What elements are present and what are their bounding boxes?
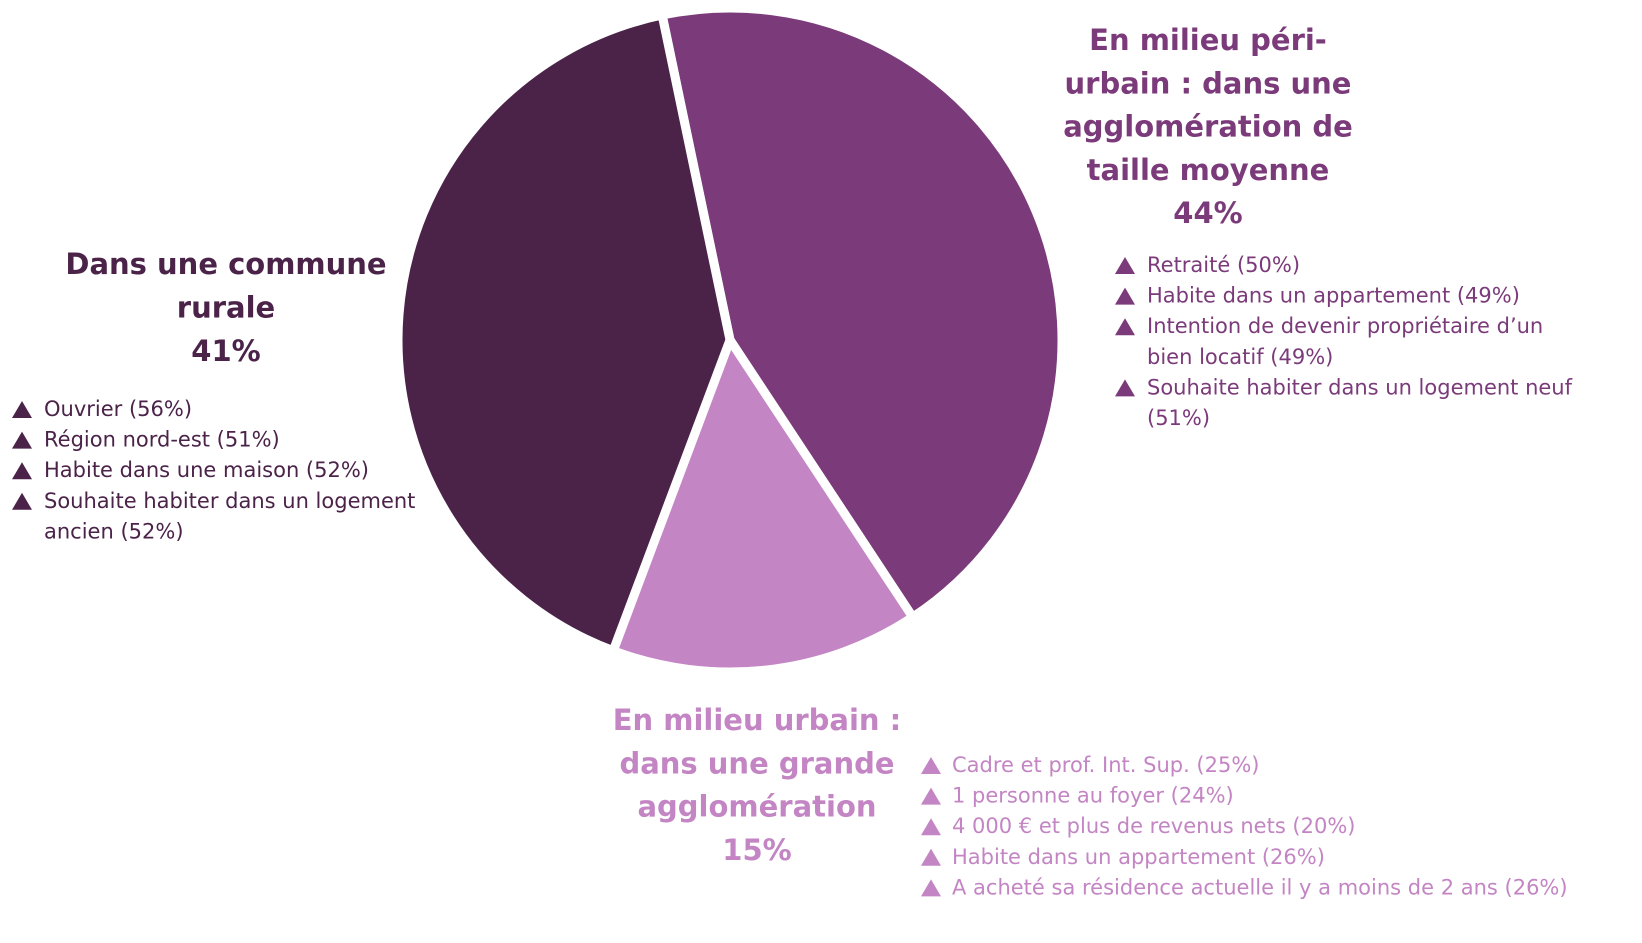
annotation: Région nord-est (51%) xyxy=(44,428,280,452)
bullet-triangle xyxy=(12,462,32,480)
annotation: Habite dans une maison (52%) xyxy=(44,458,369,482)
category-label: rurale xyxy=(177,291,275,325)
bullet-triangle xyxy=(921,848,941,866)
annotation: 4 000 € et plus de revenus nets (20%) xyxy=(952,814,1356,838)
category-label: agglomération xyxy=(637,790,876,824)
bullet-triangle xyxy=(921,757,941,774)
annotation: Souhaite habiter dans un logement xyxy=(44,489,415,513)
pie-slice xyxy=(393,10,735,656)
bullet-triangle xyxy=(12,492,32,510)
value-label: 15% xyxy=(722,833,791,867)
bullet-triangle xyxy=(921,818,941,836)
annotation: Cadre et prof. Int. Sup. (25%) xyxy=(952,753,1260,777)
bullet-triangle xyxy=(1115,287,1135,305)
bullet-triangle xyxy=(1115,379,1135,397)
bullet-triangle xyxy=(921,879,941,897)
category-label: En milieu urbain : xyxy=(613,703,902,737)
category-label: urbain : dans une xyxy=(1065,66,1352,100)
annotation: ancien (52%) xyxy=(44,519,184,543)
pie-slice xyxy=(657,3,1067,622)
annotation: Habite dans un appartement (49%) xyxy=(1147,284,1520,308)
category-label: En milieu péri- xyxy=(1089,23,1327,57)
bullet-triangle xyxy=(12,401,32,418)
category-label: Dans une commune xyxy=(65,247,386,281)
bullet-triangle xyxy=(1115,257,1135,274)
annotation: Habite dans un appartement (26%) xyxy=(952,845,1325,869)
bullet-triangle xyxy=(1115,318,1135,336)
annotation: 1 personne au foyer (24%) xyxy=(952,784,1234,808)
bullet-triangle xyxy=(921,787,941,805)
value-label: 41% xyxy=(191,334,260,368)
annotation: (51%) xyxy=(1147,406,1210,430)
annotation: Ouvrier (56%) xyxy=(44,397,192,421)
annotation: Intention de devenir propriétaire d’un xyxy=(1147,314,1543,338)
annotation: bien locatif (49%) xyxy=(1147,345,1333,369)
pie-slice xyxy=(608,335,918,677)
bullet-triangle xyxy=(12,431,32,449)
category-label: agglomération de xyxy=(1063,110,1353,144)
annotation: A acheté sa résidence actuelle il y a mo… xyxy=(952,875,1568,899)
value-label: 44% xyxy=(1173,196,1242,230)
annotation: Souhaite habiter dans un logement neuf xyxy=(1147,375,1573,399)
category-label: dans une grande xyxy=(619,746,894,780)
category-label: taille moyenne xyxy=(1087,153,1330,187)
annotation: Retraité (50%) xyxy=(1147,253,1300,277)
